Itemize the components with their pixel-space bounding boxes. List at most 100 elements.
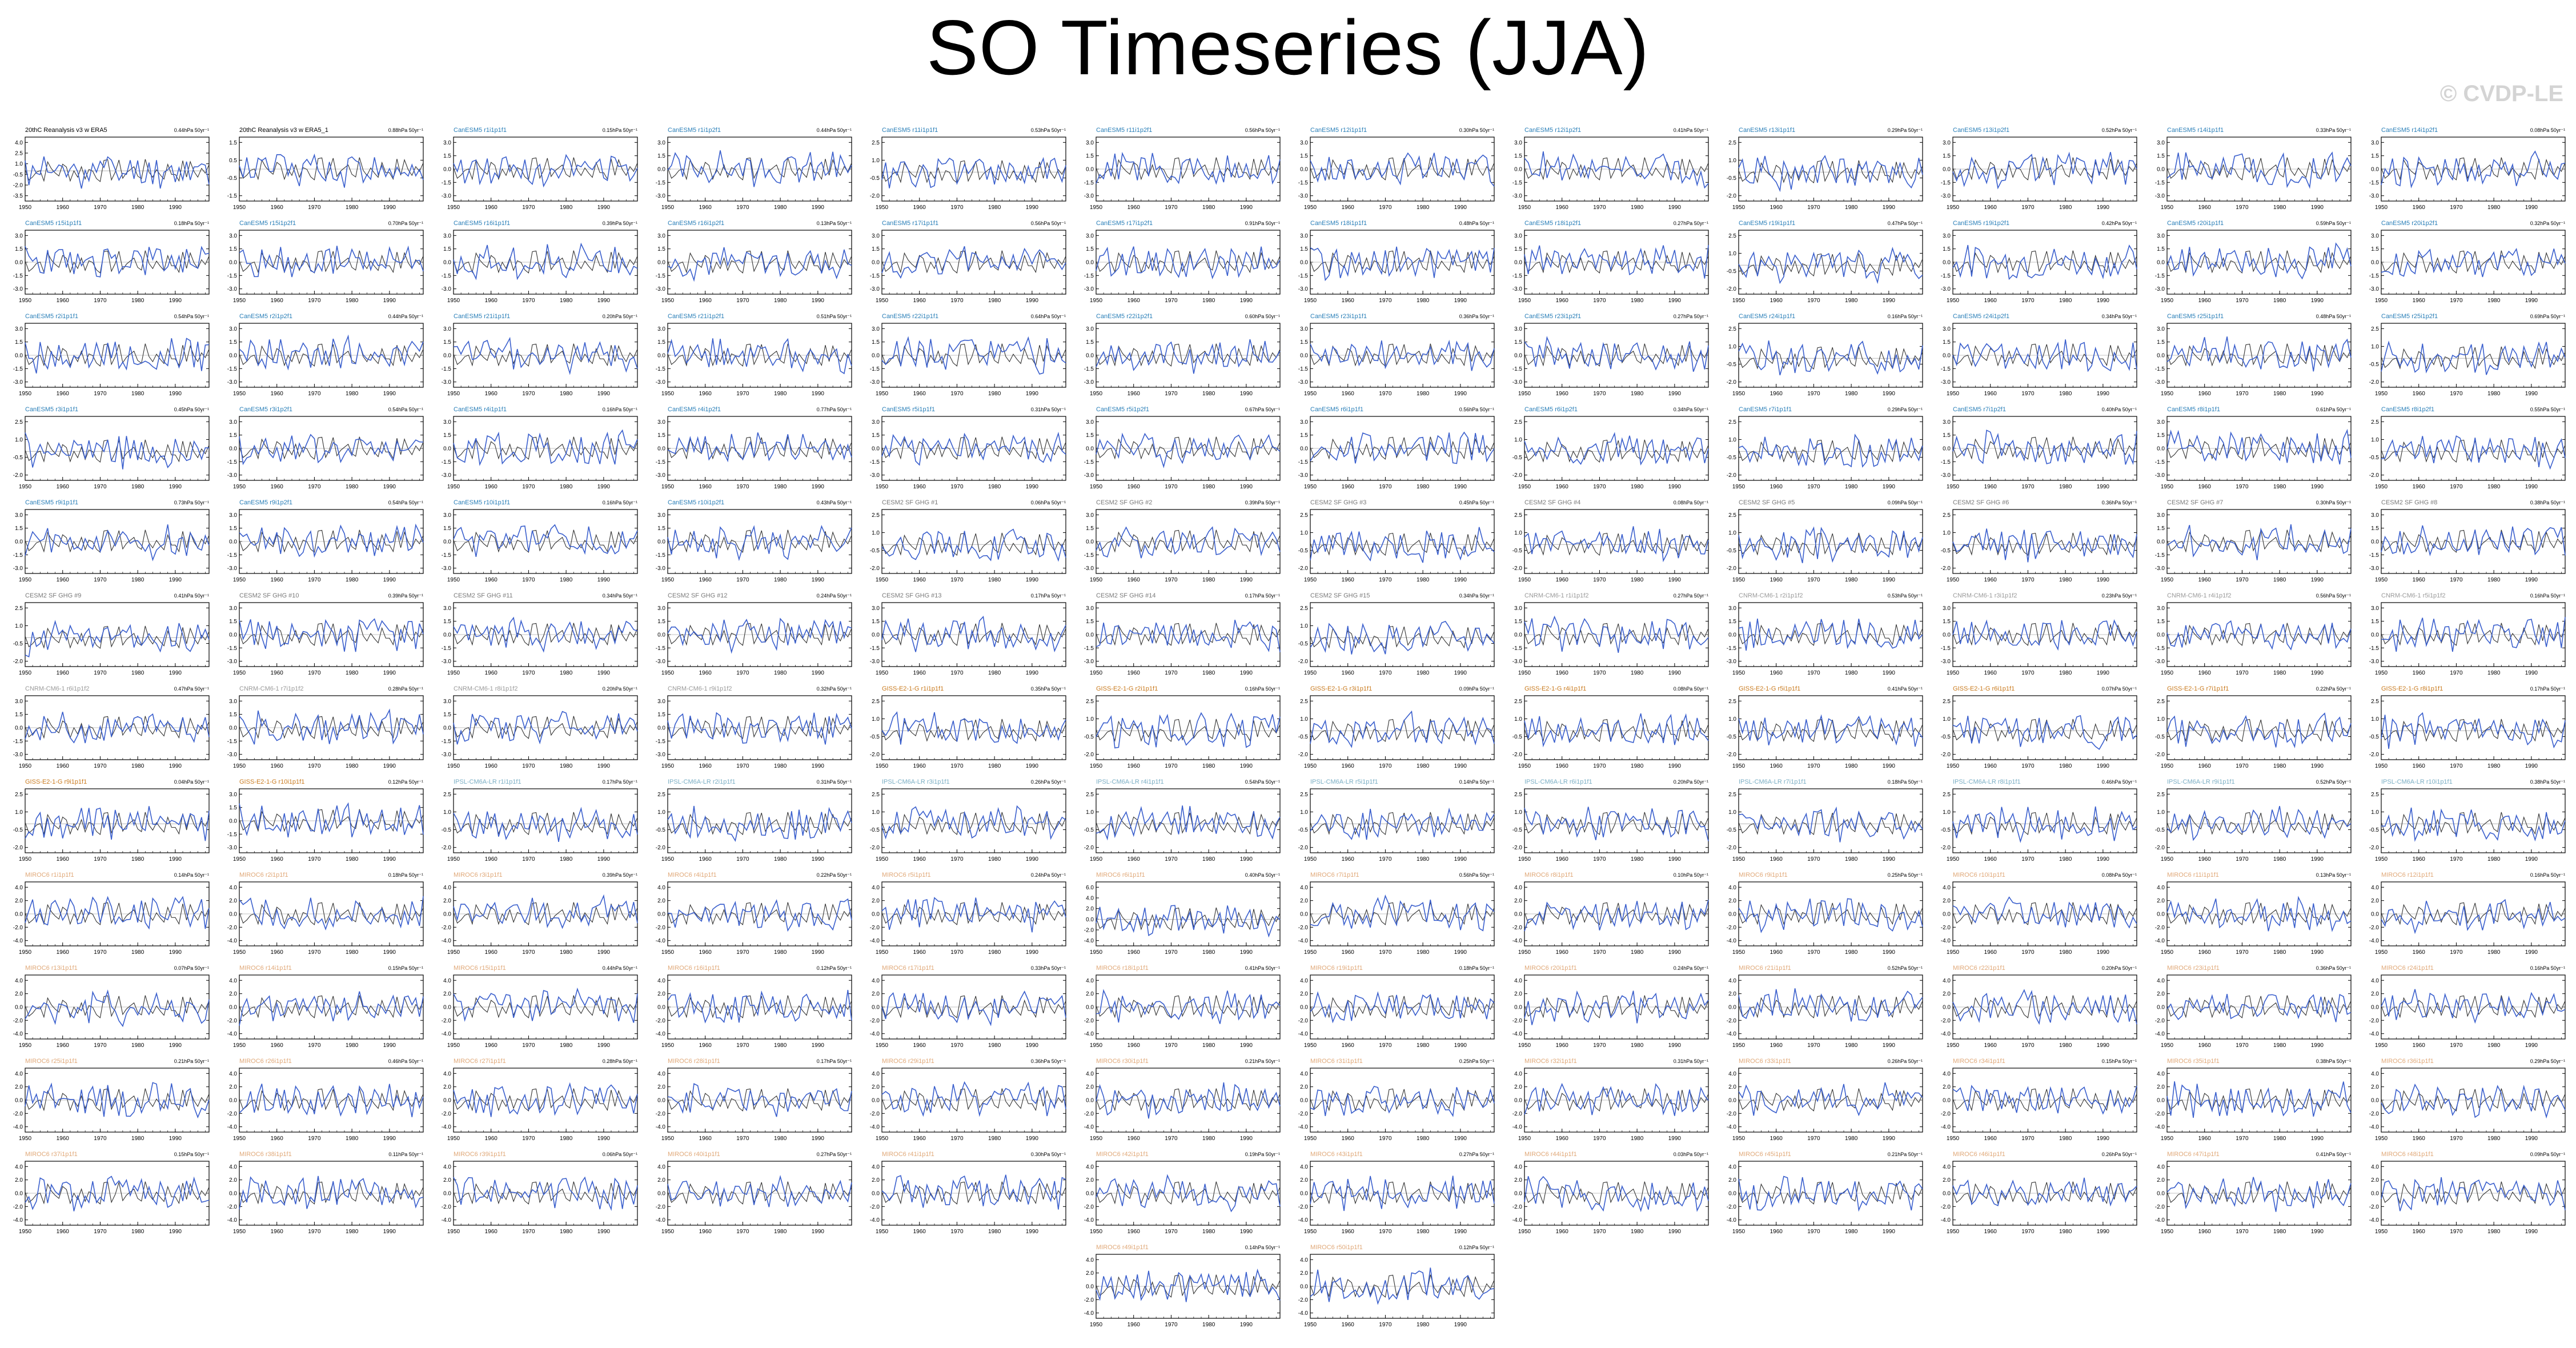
model-series-line [667, 150, 852, 187]
panel-name: CNRM-CM6-1 r7i1p1f2 [239, 685, 303, 692]
x-tick-label: 1980 [2059, 298, 2072, 304]
x-tick-label: 1960 [1984, 484, 1997, 490]
x-tick-label: 1950 [661, 484, 675, 490]
observed-series-line [2166, 436, 2352, 460]
y-tick-label: -3.0 [1298, 193, 1309, 199]
x-tick-label: 1960 [1984, 577, 1997, 583]
timeseries-panel: CESM2 SF GHG #3 0.45hPa 50yr⁻¹ 2.5 1.0 -0.5 -… [1298, 499, 1495, 583]
x-tick-label: 1990 [1454, 391, 1467, 397]
x-tick-label: 1960 [485, 763, 498, 769]
x-tick-label: 1980 [131, 763, 145, 769]
y-tick-label: -1.5 [656, 459, 666, 466]
panel-name: CESM2 SF GHG #6 [1953, 499, 2009, 506]
y-tick-label: -3.0 [1941, 286, 1951, 292]
y-tick-label: 0.0 [443, 539, 451, 545]
model-series-line [1952, 244, 2137, 280]
x-tick-label: 1990 [812, 204, 825, 211]
x-tick-label: 1990 [812, 298, 825, 304]
x-tick-label: 1970 [1593, 484, 1606, 490]
y-tick-label: 0.0 [229, 353, 237, 359]
model-series-line [1524, 151, 1709, 189]
x-tick-label: 1970 [1807, 204, 1820, 211]
x-tick-label: 1960 [1127, 670, 1141, 676]
model-series-line [25, 246, 210, 278]
observed-series-line [239, 436, 424, 460]
x-tick-label: 1970 [308, 298, 321, 304]
y-tick-label: 0.0 [229, 446, 237, 452]
x-tick-label: 1960 [2413, 577, 2426, 583]
panel-trend: 0.27hPa 50yr⁻¹ [1674, 314, 1708, 319]
observed-series-line [1096, 157, 1281, 180]
x-tick-label: 1970 [308, 856, 321, 862]
panel-trend: 0.20hPa 50yr⁻¹ [603, 314, 637, 319]
x-tick-label: 1950 [1090, 763, 1103, 769]
panel-trend: 0.26hPa 50yr⁻¹ [1031, 779, 1066, 785]
timeseries-panel: CESM2 SF GHG #12 0.24hPa 50yr⁻¹ 3.0 1.5 0.0 -… [656, 592, 852, 676]
panel-name: CanESM5 r9i1p2f1 [239, 499, 292, 506]
x-tick-label: 1990 [1454, 763, 1467, 769]
x-tick-label: 1970 [1165, 763, 1178, 769]
x-tick-label: 1950 [1518, 204, 1531, 211]
model-series-line [667, 338, 852, 375]
timeseries-panel: GISS-E2-1-G r7i1p1f1 0.22hPa 50yr⁻¹ 2.5 1.0… [2155, 685, 2352, 769]
y-tick-label: -0.5 [13, 641, 23, 647]
x-tick-label: 1980 [1417, 763, 1430, 769]
x-tick-label: 1960 [1556, 204, 1569, 211]
panel-trend: 0.44hPa 50yr⁻¹ [174, 127, 209, 133]
x-tick-label: 1990 [1454, 577, 1467, 583]
y-tick-label: 2.5 [2371, 419, 2379, 426]
y-tick-label: -3.0 [442, 379, 452, 386]
y-tick-label: -1.5 [2155, 552, 2165, 559]
panel-trend: 0.52hPa 50yr⁻¹ [2102, 127, 2137, 133]
x-tick-label: 1990 [2097, 391, 2110, 397]
observed-series-line [2166, 343, 2352, 367]
panel-name: CanESM5 r18i1p2f1 [1524, 220, 1581, 227]
x-tick-label: 1950 [876, 391, 889, 397]
y-tick-label: 1.0 [1943, 716, 1951, 723]
model-series-line [1524, 713, 1709, 748]
panel-frame [1524, 695, 1709, 760]
y-tick-label: 3.0 [2371, 512, 2379, 519]
model-series-line [1524, 432, 1709, 466]
panel-trend: 0.39hPa 50yr⁻¹ [388, 593, 423, 599]
x-tick-label: 1970 [736, 856, 749, 862]
y-tick-label: 0.0 [1514, 353, 1522, 359]
timeseries-panel: CanESM5 r2i1p1f1 0.54hPa 50yr⁻¹ 3.0 1.5 0.0 -… [13, 313, 210, 397]
x-tick-label: 1950 [233, 391, 246, 397]
y-tick-label: -1.5 [870, 366, 880, 372]
y-tick-label: -1.5 [656, 552, 666, 559]
panel-frame [2381, 416, 2566, 481]
x-tick-label: 1960 [913, 763, 926, 769]
y-tick-label: 3.0 [1943, 326, 1951, 332]
x-tick-label: 1960 [2413, 763, 2426, 769]
model-series-line [667, 805, 852, 842]
y-tick-label: 1.0 [15, 623, 23, 629]
x-tick-label: 1980 [774, 204, 787, 211]
x-tick-label: 1980 [1845, 204, 1858, 211]
model-series-line [1952, 528, 2137, 563]
x-tick-label: 1960 [1127, 763, 1141, 769]
x-tick-label: 1990 [1026, 763, 1039, 769]
timeseries-panel: CanESM5 r10i1p1f1 0.16hPa 50yr⁻¹ 3.0 1.5 0.0… [442, 499, 638, 583]
panel-trend: 0.32hPa 50yr⁻¹ [817, 686, 852, 692]
observed-series-line [667, 250, 852, 274]
x-tick-label: 1960 [699, 577, 712, 583]
timeseries-panel: GISS-E2-1-G r10i1p1f1 0.12hPa 50yr⁻¹ 3.0 1.… [227, 779, 424, 862]
y-tick-label: 0.0 [1728, 632, 1736, 639]
y-tick-label: 1.5 [15, 339, 23, 346]
y-tick-label: -1.5 [227, 193, 238, 199]
x-tick-label: 1980 [2273, 204, 2286, 211]
x-tick-label: 1980 [774, 577, 787, 583]
model-series-line [1738, 340, 1923, 376]
panel-trend: 0.39hPa 50yr⁻¹ [1245, 500, 1280, 506]
panel-frame [25, 137, 210, 202]
y-tick-label: -1.5 [2155, 273, 2165, 279]
x-tick-label: 1970 [94, 763, 107, 769]
panel-name: CanESM5 r5i1p1f1 [882, 406, 935, 413]
x-tick-label: 1950 [1947, 204, 1960, 211]
panel-name: CanESM5 r15i1p1f1 [25, 220, 82, 227]
timeseries-panel: IPSL-CM6A-LR r1i1p1f1 0.17hPa 50yr⁻¹ 2.5 1.… [442, 779, 638, 862]
x-tick-label: 1980 [2059, 391, 2072, 397]
x-tick-label: 1990 [1883, 484, 1896, 490]
observed-series-line [1952, 250, 2137, 274]
